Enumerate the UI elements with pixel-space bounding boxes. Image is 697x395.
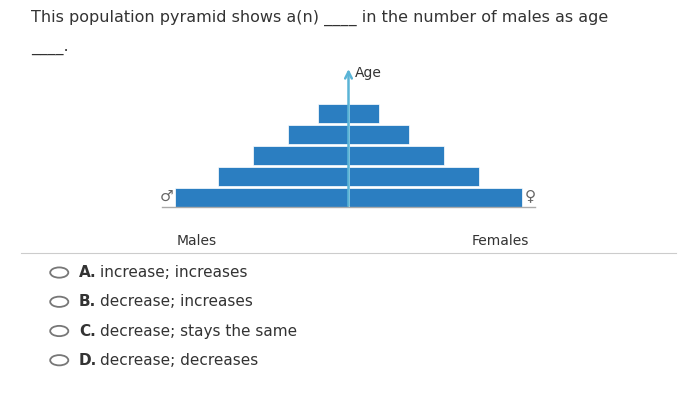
Text: decrease; decreases: decrease; decreases bbox=[100, 353, 258, 368]
Bar bbox=[348, 188, 522, 207]
Text: This population pyramid shows a(n) ____ in the number of males as age: This population pyramid shows a(n) ____ … bbox=[31, 10, 608, 26]
Text: decrease; increases: decrease; increases bbox=[100, 294, 252, 309]
Bar bbox=[348, 125, 409, 144]
Bar bbox=[253, 146, 348, 165]
Bar bbox=[218, 167, 348, 186]
Text: increase; increases: increase; increases bbox=[100, 265, 247, 280]
Bar bbox=[348, 104, 379, 123]
Text: Males: Males bbox=[176, 234, 217, 248]
Text: Females: Females bbox=[472, 234, 529, 248]
Text: decrease; stays the same: decrease; stays the same bbox=[100, 324, 297, 339]
Bar bbox=[175, 188, 348, 207]
Text: Age: Age bbox=[355, 66, 382, 80]
Text: ♂: ♂ bbox=[160, 188, 173, 203]
Bar bbox=[318, 104, 348, 123]
Text: C.: C. bbox=[79, 324, 95, 339]
Text: A.: A. bbox=[79, 265, 96, 280]
Text: B.: B. bbox=[79, 294, 96, 309]
Bar bbox=[288, 125, 348, 144]
Text: ♀: ♀ bbox=[525, 188, 536, 203]
Bar bbox=[348, 146, 444, 165]
Text: ____.: ____. bbox=[31, 41, 69, 56]
Bar bbox=[348, 167, 479, 186]
Text: D.: D. bbox=[79, 353, 97, 368]
